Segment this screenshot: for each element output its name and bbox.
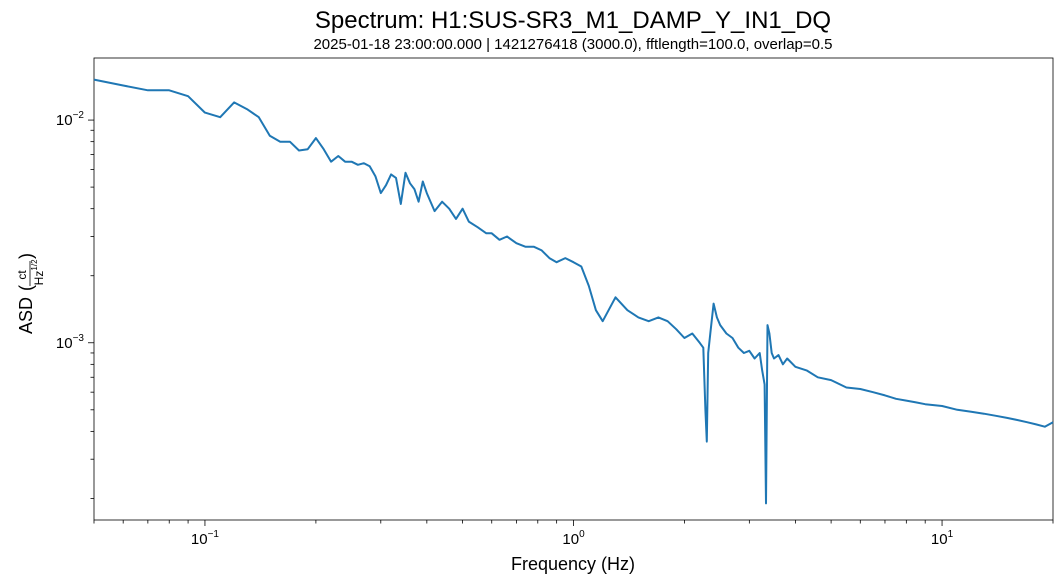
y-tick-label: 10−2 [56, 110, 85, 129]
x-axis-ticks: 10−1 100 101 [93, 520, 1054, 548]
y-axis-ticks: 10−2 10−3 [56, 110, 94, 499]
plot-frame [93, 57, 1054, 521]
y-axis-label: ASD ( ct Hz 1/2 ) [15, 253, 46, 334]
y-tick-label: 10−3 [56, 333, 85, 352]
chart-subtitle: 2025-01-18 23:00:00.000 | 1421276418 (30… [313, 36, 832, 53]
y-axis-label-close-paren: ) [16, 253, 36, 259]
y-axis-label-prefix: ASD [16, 297, 36, 334]
y-axis-label-unit-exponent: 1/2 [30, 259, 39, 271]
x-tick-label: 100 [562, 529, 585, 548]
y-axis-label-open-paren: ( [16, 285, 36, 291]
chart-title: Spectrum: H1:SUS-SR3_M1_DAMP_Y_IN1_DQ [315, 7, 831, 34]
x-tick-label: 10−1 [191, 529, 220, 548]
x-axis-label: Frequency (Hz) [511, 554, 635, 574]
x-tick-label: 101 [931, 529, 954, 548]
series-line [93, 78, 1054, 505]
y-axis-label-unit-numerator: ct [15, 270, 29, 280]
y-axis-label-unit-denominator: Hz [32, 271, 46, 286]
